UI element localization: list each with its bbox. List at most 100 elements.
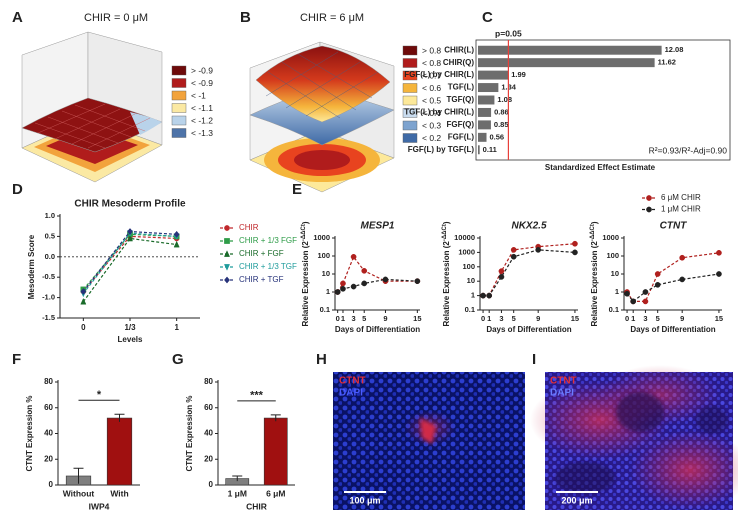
x-tick-label: 9 (536, 314, 540, 323)
marker (382, 276, 389, 283)
x-tick-label: 9 (680, 314, 684, 323)
y-tick-label: 1 (326, 287, 330, 296)
marker (361, 267, 368, 274)
y-tick-label: 0.1 (320, 305, 330, 314)
legend-swatch (171, 78, 187, 88)
x-tick-label: 6 μM (266, 488, 285, 498)
legend-label: < -1 (191, 90, 206, 100)
x-tick-label: Without (63, 488, 95, 498)
legend-label: 1 μM CHIR (661, 205, 701, 214)
error-bar (73, 467, 84, 484)
error-bar (232, 475, 243, 482)
bar (478, 107, 492, 117)
marker (486, 292, 493, 299)
marker (679, 254, 686, 261)
stain-label: DAPI (550, 388, 574, 399)
legend-swatch (171, 65, 187, 76)
legend-swatch (171, 90, 187, 101)
error-bar (114, 413, 125, 422)
x-tick-label: With (110, 488, 128, 498)
category-label: TGF(L) (448, 83, 475, 92)
legend-label: < 0.8 (422, 58, 441, 68)
panel-letter: E (292, 181, 302, 198)
y-tick-label: 1 (471, 291, 475, 300)
marker (361, 280, 368, 287)
y-axis-label-text: Mesoderm Score (27, 234, 36, 299)
annotation: R²=0.93/R²-Adj=0.90 (649, 145, 728, 155)
category-label: FGF(Q) (446, 120, 474, 129)
legend-swatch (402, 83, 418, 93)
marker (224, 225, 230, 231)
panel-letter: B (240, 9, 251, 26)
value-label: 11.62 (658, 58, 676, 67)
y-axis-label: CTNT Expression % (25, 395, 34, 471)
x-tick-label: 3 (643, 314, 647, 323)
legend-label: < -1.1 (191, 103, 213, 113)
surface-plot (249, 41, 395, 193)
category-label: TGF(Q) (446, 95, 474, 104)
y-axis-label-end: ) (442, 221, 451, 224)
x-axis-label: CHIR (246, 501, 267, 511)
bar (478, 45, 662, 55)
x-tick-label: 0 (625, 314, 629, 323)
y-tick-label: 100 (317, 251, 330, 260)
legend-label: < 0.2 (422, 133, 441, 143)
marker (679, 276, 686, 283)
value-label: 1.34 (501, 83, 516, 92)
y-axis-label-text: CTNT Expression % (185, 395, 194, 471)
category-label: FGF(L) (448, 132, 475, 141)
y-tick-label: 0.1 (609, 305, 619, 314)
x-tick-label: 3 (499, 314, 503, 323)
value-label: 0.56 (490, 132, 505, 141)
marker (716, 249, 722, 256)
marker (173, 230, 180, 238)
y-tick-label: 10 (467, 276, 475, 285)
y-axis-label-end: ) (590, 221, 599, 224)
y-tick-label: 0.0 (45, 252, 55, 261)
scale-label: 100 μm (349, 495, 380, 505)
series-line (82, 235, 177, 292)
legend-label: CHIR + TGF (239, 275, 284, 284)
marker (572, 240, 578, 247)
surface-title: CHIR = 6 μM (300, 12, 364, 24)
marker (224, 250, 230, 257)
legend-label: CHIR (239, 223, 259, 232)
y-tick-label: 40 (44, 429, 53, 438)
marker (716, 271, 722, 277)
legend-swatch (402, 45, 418, 56)
y-tick-label: 1 (615, 287, 619, 296)
series-line (483, 249, 575, 297)
marker (127, 228, 133, 235)
y-tick-label: 1000 (602, 233, 619, 242)
legend-label: < -1.2 (191, 115, 213, 125)
marker (642, 289, 649, 295)
legend-label: 6 μM CHIR (661, 193, 701, 202)
legend-label: < -0.9 (191, 78, 213, 88)
category-label: FGF(L) by TGF(L) (408, 145, 475, 154)
category-label: FGF(L) by CHIR(L) (404, 70, 474, 79)
legend-swatch (402, 58, 418, 68)
legend-label: < -1.3 (191, 128, 213, 138)
y-tick-label: -1.5 (42, 313, 55, 322)
marker (334, 289, 341, 295)
error-bar (270, 414, 281, 422)
value-label: 0.85 (494, 120, 509, 129)
stain-label: DAPI (339, 388, 363, 399)
x-axis-label: Standardized Effect Estimate (545, 163, 656, 172)
y-tick-label: 0.1 (465, 305, 475, 314)
bar (478, 95, 495, 105)
y-axis-label-text: Relative Expression (2 (301, 241, 310, 327)
marker (646, 195, 652, 201)
panel-letter: D (12, 181, 23, 198)
chart-title: CHIR Mesoderm Profile (74, 199, 186, 210)
legend-swatch (171, 128, 187, 138)
panel-letter: F (12, 351, 21, 368)
reference-label: p=0.05 (495, 28, 522, 38)
x-axis-label: IWP4 (89, 501, 110, 511)
micrograph: CTNT DAPI 100 μm (333, 372, 525, 510)
floor-contour (294, 150, 350, 170)
value-label: 1.99 (511, 70, 526, 79)
panel-letter: I (532, 351, 536, 368)
y-tick-label: -1.0 (42, 293, 55, 302)
